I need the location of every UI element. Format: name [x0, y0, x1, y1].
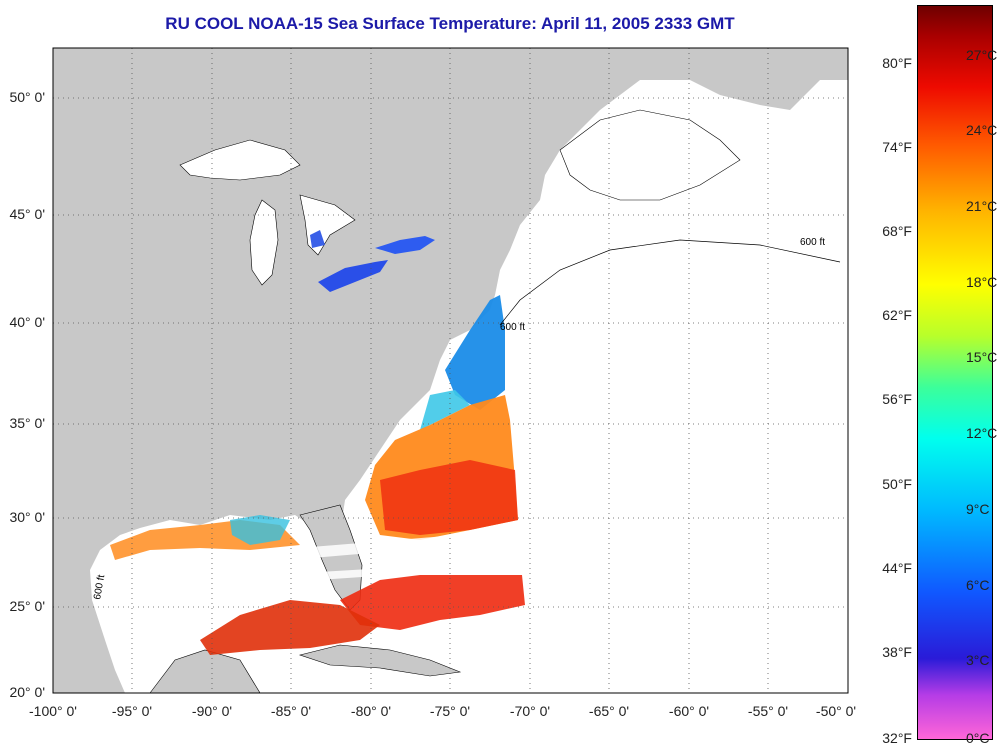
contour-label: 600 ft: [92, 574, 107, 601]
colorbar-f-label: 80°F: [882, 55, 912, 71]
temperature-colorbar: [917, 5, 993, 740]
colorbar-c-label: 9°C: [966, 501, 990, 517]
lon-label: -100° 0': [29, 703, 77, 719]
lon-label: -70° 0': [509, 703, 551, 719]
lat-label: 20° 0': [9, 684, 45, 700]
cuba: [298, 644, 462, 677]
colorbar-c-label: 15°C: [966, 349, 998, 365]
colorbar-f-label: 38°F: [882, 644, 912, 660]
map-frame: [52, 47, 849, 694]
atlantic-open-water: [500, 200, 848, 693]
lon-label: -55° 0': [747, 703, 789, 719]
sst-mid-atlantic-cool: [445, 295, 505, 410]
colorbar-c-label: 6°C: [966, 577, 990, 593]
lon-label: -95° 0': [111, 703, 153, 719]
lat-label: 40° 0': [9, 314, 45, 330]
sst-shelf-cyan: [420, 390, 470, 430]
colorbar-f-label: 62°F: [882, 307, 912, 323]
land-north-america: [53, 48, 848, 693]
lat-label: 30° 0': [9, 509, 45, 525]
sst-gulf-shelf-cyan: [230, 515, 290, 545]
colorbar-f-label: 68°F: [882, 223, 912, 239]
contour-label: 600 ft: [800, 237, 825, 248]
colorbar-c-label: 12°C: [966, 425, 998, 441]
lat-label: 35° 0': [9, 415, 45, 431]
lon-label: -90° 0': [191, 703, 233, 719]
lon-label: -65° 0': [588, 703, 630, 719]
cloud-streak: [150, 530, 521, 572]
lat-label: 50° 0': [9, 89, 45, 105]
lat-label: 25° 0': [9, 598, 45, 614]
lat-label: 45° 0': [9, 206, 45, 222]
map-title: RU COOL NOAA-15 Sea Surface Temperature:…: [165, 14, 735, 33]
colorbar-f-label: 32°F: [882, 730, 912, 746]
lake-superior: [179, 139, 301, 181]
lon-label: -75° 0': [429, 703, 471, 719]
georgian-bay-sst: [310, 230, 325, 248]
sst-florida-straits: [340, 575, 525, 630]
lon-label: -80° 0': [350, 703, 392, 719]
gulf-st-lawrence: [559, 109, 741, 201]
lon-label: -60° 0': [668, 703, 710, 719]
lake-ontario-sst: [375, 236, 435, 254]
colorbar-f-label: 44°F: [882, 560, 912, 576]
depth-contour-600ft: [499, 239, 841, 326]
colorbar-f-label: 74°F: [882, 139, 912, 155]
sst-gulf-stream-red: [380, 460, 518, 535]
colorbar-c-label: 0°C: [966, 730, 990, 746]
colorbar-c-label: 18°C: [966, 274, 998, 290]
lon-label: -50° 0': [815, 703, 857, 719]
sst-gulf-mexico-south: [200, 600, 380, 655]
lake-michigan: [249, 199, 279, 286]
colorbar-c-label: 21°C: [966, 198, 998, 214]
colorbar-c-label: 27°C: [966, 47, 998, 63]
colorbar-c-label: 24°C: [966, 122, 998, 138]
lake-erie-sst: [318, 260, 388, 292]
cloud-streak: [100, 560, 522, 595]
colorbar-f-label: 50°F: [882, 476, 912, 492]
colorbar-c-label: 3°C: [966, 652, 990, 668]
colorbar-f-label: 56°F: [882, 391, 912, 407]
contour-label: 600 ft: [500, 322, 525, 333]
lon-label: -85° 0': [270, 703, 312, 719]
